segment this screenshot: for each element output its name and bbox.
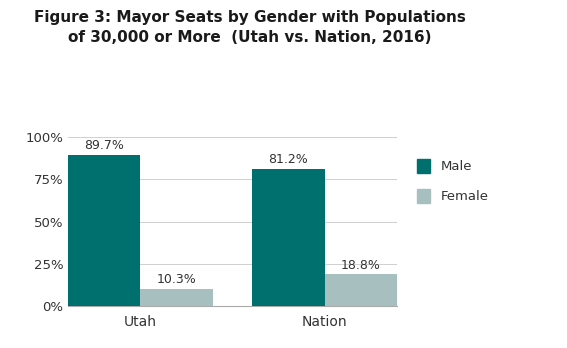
- Bar: [68, 155, 141, 306]
- Bar: [252, 169, 324, 306]
- Bar: [141, 289, 213, 306]
- Text: 89.7%: 89.7%: [84, 139, 124, 152]
- Text: 18.8%: 18.8%: [341, 259, 380, 272]
- Legend: Male, Female: Male, Female: [417, 159, 488, 203]
- Text: 81.2%: 81.2%: [269, 153, 308, 166]
- Bar: [324, 275, 397, 306]
- Text: Figure 3: Mayor Seats by Gender with Populations
of 30,000 or More  (Utah vs. Na: Figure 3: Mayor Seats by Gender with Pop…: [33, 10, 466, 45]
- Text: 10.3%: 10.3%: [156, 273, 196, 286]
